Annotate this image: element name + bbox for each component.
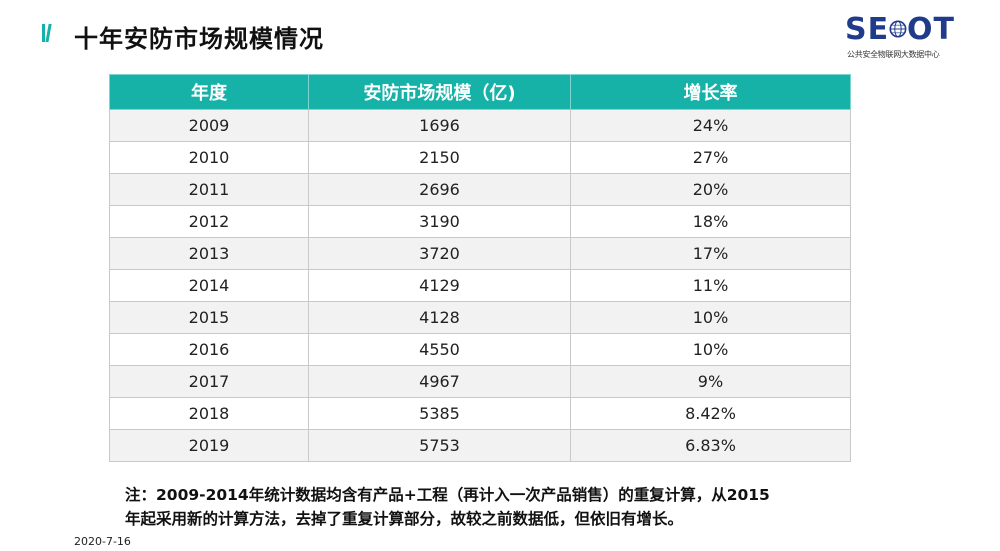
table-cell: 2696 [308, 173, 571, 206]
table-row: 2011 2696 20% [109, 173, 851, 206]
table-cell: 1696 [308, 109, 571, 142]
table-cell: 4550 [308, 333, 571, 366]
column-header: 增长率 [570, 74, 851, 110]
table-cell: 5753 [308, 429, 571, 462]
table-cell: 2015 [109, 301, 309, 334]
table-cell: 2019 [109, 429, 309, 462]
table-cell: 10% [570, 301, 851, 334]
footnote-line-2: 年起采用新的计算方法，去掉了重复计算部分，故较之前数据低，但依旧有增长。 [125, 510, 684, 528]
logo-letters-right: OT [907, 11, 955, 47]
column-header: 安防市场规模（亿) [308, 74, 571, 110]
logo-letters-left: SE [845, 11, 890, 47]
table-cell: 3720 [308, 237, 571, 270]
table-cell: 2150 [308, 141, 571, 174]
table-row: 2017 4967 9% [109, 365, 851, 398]
table-cell: 3190 [308, 205, 571, 238]
table-cell: 10% [570, 333, 851, 366]
table-cell: 2013 [109, 237, 309, 270]
table-row: 2009 1696 24% [109, 109, 851, 142]
table-row: 2010 2150 27% [109, 141, 851, 174]
table-cell: 2009 [109, 109, 309, 142]
table-cell: 9% [570, 365, 851, 398]
footnote: 注：2009-2014年统计数据均含有产品+工程（再计入一次产品销售）的重复计算… [125, 483, 845, 531]
table-row: 2019 5753 6.83% [109, 429, 851, 462]
table-cell: 17% [570, 237, 851, 270]
table-cell: 27% [570, 141, 851, 174]
logo-wordmark: SE OT [845, 11, 955, 47]
column-header: 年度 [109, 74, 309, 110]
table-row: 2012 3190 18% [109, 205, 851, 238]
table-row: 2014 4129 11% [109, 269, 851, 302]
table-cell: 4129 [308, 269, 571, 302]
globe-icon [889, 20, 907, 38]
table-cell: 8.42% [570, 397, 851, 430]
market-size-table: 年度 安防市场规模（亿) 增长率 2009 1696 24% 2010 2150 27% 201… [109, 74, 851, 462]
table-header-row: 年度 安防市场规模（亿) 增长率 [109, 74, 851, 110]
table-row: 2018 5385 8.42% [109, 397, 851, 430]
table-cell: 2011 [109, 173, 309, 206]
table-cell: 2012 [109, 205, 309, 238]
table-row: 2013 3720 17% [109, 237, 851, 270]
table-row: 2015 4128 10% [109, 301, 851, 334]
title-accent-icon [42, 24, 52, 42]
logo: SE OT 公共安全物联网大数据中心 [845, 12, 955, 62]
footnote-line-1: 注：2009-2014年统计数据均含有产品+工程（再计入一次产品销售）的重复计算… [125, 486, 770, 504]
table-cell: 24% [570, 109, 851, 142]
table-cell: 20% [570, 173, 851, 206]
date-stamp: 2020-7-16 [74, 535, 131, 548]
table-cell: 2018 [109, 397, 309, 430]
table-cell: 2014 [109, 269, 309, 302]
table-cell: 2016 [109, 333, 309, 366]
logo-subtitle: 公共安全物联网大数据中心 [847, 50, 940, 59]
page-title: 十年安防市场规模情况 [74, 25, 324, 53]
table-row: 2016 4550 10% [109, 333, 851, 366]
table-cell: 18% [570, 205, 851, 238]
table-cell: 11% [570, 269, 851, 302]
table-cell: 2010 [109, 141, 309, 174]
table-cell: 4967 [308, 365, 571, 398]
table-cell: 4128 [308, 301, 571, 334]
table-cell: 6.83% [570, 429, 851, 462]
table-cell: 5385 [308, 397, 571, 430]
table-cell: 2017 [109, 365, 309, 398]
